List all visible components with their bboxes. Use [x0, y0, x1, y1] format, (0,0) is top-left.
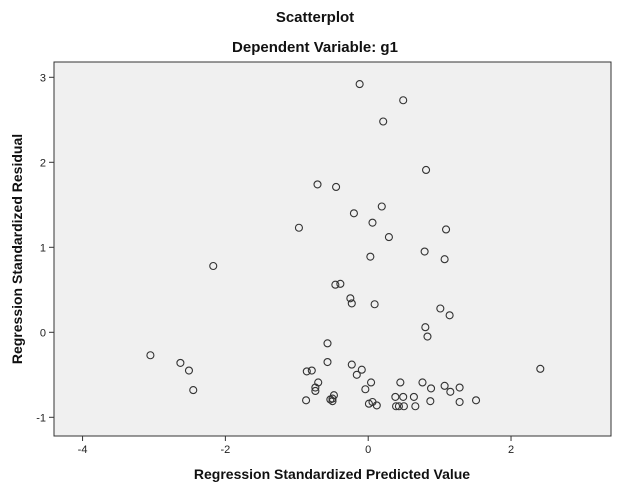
y-tick-label: -1 — [36, 412, 46, 424]
data-point — [146, 351, 155, 360]
data-point — [423, 332, 432, 341]
data-point — [323, 357, 332, 367]
x-tick-label: -4 — [78, 444, 88, 456]
data-point — [396, 378, 405, 387]
data-point — [176, 358, 185, 367]
data-point — [349, 209, 358, 218]
data-point — [370, 300, 379, 309]
data-point — [326, 395, 335, 404]
data-point — [426, 397, 435, 406]
data-point — [399, 392, 408, 401]
y-axis-label: Regression Standardized Residual — [9, 134, 25, 364]
data-point — [189, 386, 198, 395]
data-point — [441, 225, 451, 234]
data-point — [302, 396, 311, 405]
data-point — [411, 402, 420, 411]
data-point — [536, 364, 545, 373]
data-point — [418, 378, 427, 387]
data-point — [409, 392, 418, 401]
data-point — [311, 386, 320, 396]
data-point — [440, 255, 449, 264]
data-point — [294, 223, 303, 232]
data-point — [361, 385, 370, 394]
data-point — [332, 182, 341, 191]
x-tick-label: 2 — [508, 444, 514, 456]
data-point — [394, 402, 403, 411]
data-point — [347, 299, 356, 308]
data-point — [209, 261, 218, 271]
data-point — [347, 360, 356, 369]
data-point — [311, 383, 320, 392]
data-point — [366, 252, 375, 261]
data-point — [336, 279, 345, 288]
data-point — [313, 180, 322, 189]
x-tick-label: 0 — [365, 444, 371, 456]
data-point — [420, 247, 429, 256]
data-point — [331, 280, 340, 289]
x-axis-label: Regression Standardized Predicted Value — [194, 466, 470, 482]
chart-subtitle: Dependent Variable: g1 — [232, 39, 398, 56]
y-tick-label: 0 — [40, 327, 46, 339]
data-point — [436, 304, 445, 313]
y-tick-label: 1 — [40, 242, 46, 254]
data-point — [328, 397, 337, 406]
data-point — [355, 80, 364, 89]
data-point — [323, 339, 332, 348]
data-point — [392, 402, 401, 411]
chart-title: Scatterplot — [275, 9, 355, 26]
data-point — [421, 323, 430, 332]
data-point — [357, 365, 366, 374]
data-point — [352, 370, 361, 379]
data-point — [384, 233, 393, 242]
plot-area — [53, 61, 612, 437]
data-point — [455, 383, 464, 392]
data-point — [367, 378, 376, 387]
data-point — [421, 165, 431, 174]
data-point — [399, 402, 408, 411]
x-tick-label: -2 — [220, 444, 230, 456]
data-point — [455, 397, 464, 407]
data-point — [346, 294, 355, 303]
y-tick-label: 2 — [40, 157, 46, 169]
data-point — [184, 366, 194, 375]
data-point — [426, 384, 436, 393]
data-point — [379, 117, 388, 126]
data-point — [372, 401, 381, 410]
data-point — [440, 381, 449, 390]
data-point — [368, 218, 377, 227]
data-point — [446, 387, 455, 396]
data-point — [399, 96, 408, 105]
data-point — [445, 311, 454, 320]
data-point — [364, 399, 373, 408]
data-point — [307, 366, 316, 375]
data-point — [391, 392, 400, 401]
data-point — [302, 367, 311, 376]
data-point — [471, 396, 481, 405]
data-point — [377, 202, 386, 211]
y-tick-label: 3 — [40, 72, 46, 84]
